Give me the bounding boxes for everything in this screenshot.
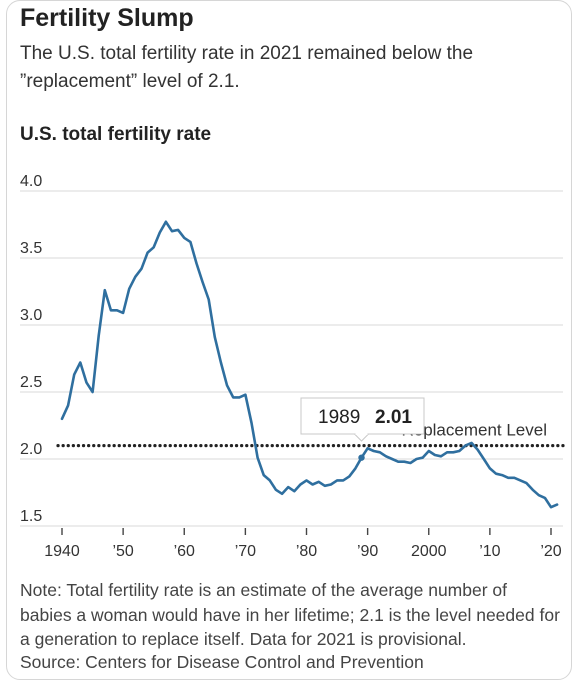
hover-tooltip: 1989 2.01 [300, 397, 425, 461]
x-tick-label: ’10 [479, 543, 500, 560]
page-title: Fertility Slump [20, 4, 194, 32]
y-tick-label: 1.5 [20, 508, 42, 525]
x-tick-label: ’90 [357, 543, 378, 560]
x-tick-label: 1940 [44, 543, 80, 560]
x-tick-label: ’70 [235, 543, 256, 560]
tooltip-box [300, 397, 425, 435]
replacement-label: Replacement Level [401, 421, 547, 440]
y-tick-label: 4.0 [20, 173, 42, 190]
y-tick-label: 3.0 [20, 307, 42, 324]
series-layer [60, 220, 559, 509]
page-subtitle: The U.S. total fertility rate in 2021 re… [20, 43, 474, 92]
replacement-reference: Replacement Level [56, 421, 565, 448]
x-tick-label: ’60 [174, 543, 195, 560]
x-tick-label: ’80 [296, 543, 317, 560]
fertility-line [60, 220, 559, 509]
x-tick-label: ’50 [112, 543, 133, 560]
y-tick-label: 2.0 [20, 441, 42, 458]
tooltip-pointer [354, 433, 369, 442]
chart-source: Source: Centers for Disease Control and … [20, 652, 424, 672]
fertility-chart: 4.0 3.5 3.0 2.5 2.0 1.5 Replacement Level 194… [20, 173, 565, 560]
y-axis-labels: 4.0 3.5 3.0 2.5 2.0 1.5 [20, 173, 42, 525]
highlight-point [358, 454, 365, 461]
chart-title: U.S. total fertility rate [20, 124, 212, 145]
x-tick-label: ’20 [540, 543, 561, 560]
x-tick-label: 2000 [411, 543, 447, 560]
y-tick-label: 2.5 [20, 374, 42, 391]
chart-note: Note: Total fertility rate is an estimat… [20, 580, 560, 649]
y-tick-label: 3.5 [20, 240, 42, 257]
tooltip-year: 1989 [318, 407, 360, 428]
tooltip-value: 2.01 [375, 407, 412, 428]
grid-lines [20, 190, 563, 527]
x-axis: 1940 ’50 ’60 ’70 ’80 ’90 2000 ’10 ’20 [44, 528, 562, 560]
